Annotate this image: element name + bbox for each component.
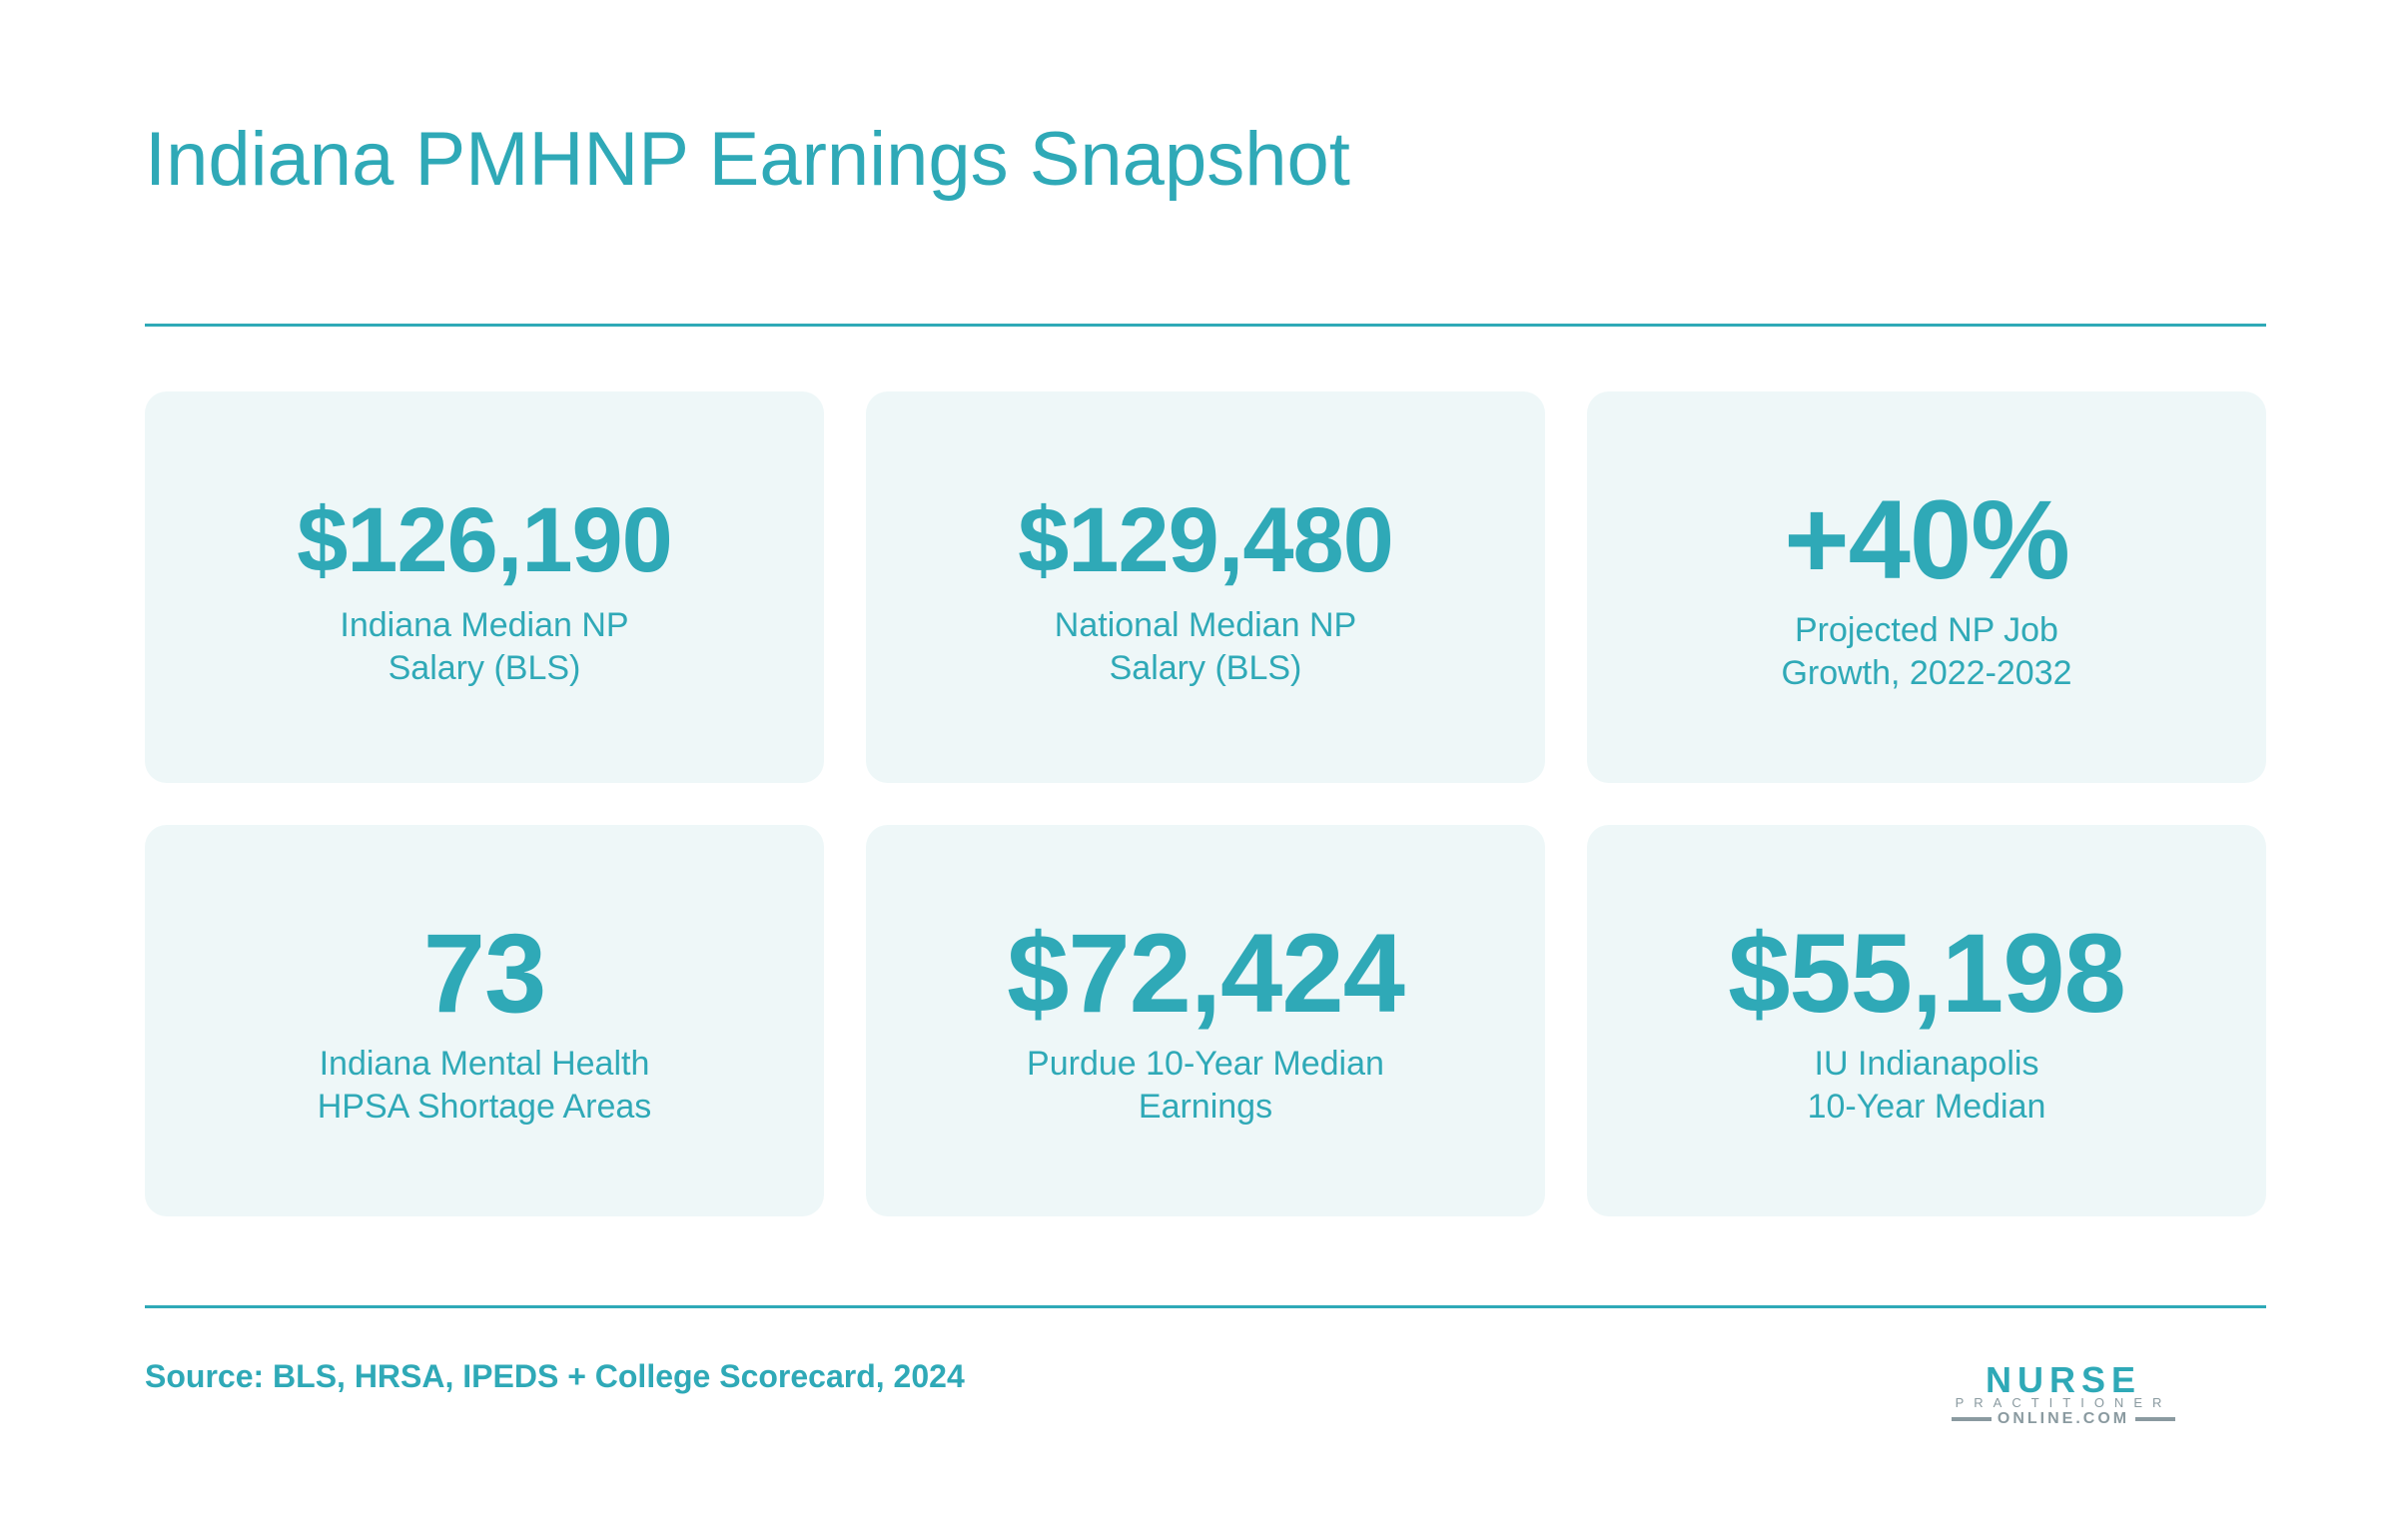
stat-card-iu-indianapolis-earnings: $55,198 IU Indianapolis 10-Year Median [1587,825,2266,1216]
bottom-divider [145,1305,2266,1308]
stat-label: Indiana Mental Health HPSA Shortage Area… [317,1045,652,1126]
stat-label: Indiana Median NP Salary (BLS) [340,606,629,687]
stat-label: Purdue 10-Year Median Earnings [1027,1045,1384,1126]
top-divider [145,324,2266,327]
stat-value: 73 [422,911,547,1036]
page-title: Indiana PMHNP Earnings Snapshot [145,117,1350,202]
stat-value: $126,190 [297,489,673,591]
stat-card-hpsa-shortage-areas: 73 Indiana Mental Health HPSA Shortage A… [145,825,824,1216]
logo-wordmark-row: ONLINE.COM [1916,1411,2211,1427]
stat-card-national-median-salary: $129,480 National Median NP Salary (BLS) [866,391,1545,783]
stat-value: +40% [1784,477,2070,602]
stat-value: $72,424 [1007,911,1405,1036]
stat-label: IU Indianapolis 10-Year Median [1807,1045,2046,1126]
logo-wordmark-online: ONLINE.COM [1997,1410,2130,1427]
nurse-practitioner-online-logo: NURSE PRACTITIONER ONLINE.COM [1916,1359,2211,1427]
stat-card-job-growth: +40% Projected NP Job Growth, 2022-2032 [1587,391,2266,783]
logo-bar-left [1951,1417,1992,1421]
stat-value: $129,480 [1018,489,1394,591]
stat-label: Projected NP Job Growth, 2022-2032 [1781,611,2072,692]
logo-bar-right [2135,1417,2176,1421]
stat-card-indiana-median-salary: $126,190 Indiana Median NP Salary (BLS) [145,391,824,783]
logo-wordmark-practitioner: PRACTITIONER [1955,1395,2172,1410]
stat-value: $55,198 [1728,911,2126,1036]
logo-wordmark-nurse: NURSE [1985,1359,2142,1400]
stats-grid: $126,190 Indiana Median NP Salary (BLS) … [145,391,2266,1216]
stat-card-purdue-earnings: $72,424 Purdue 10-Year Median Earnings [866,825,1545,1216]
stat-label: National Median NP Salary (BLS) [1054,606,1357,687]
source-note: Source: BLS, HRSA, IPEDS + College Score… [145,1358,965,1394]
